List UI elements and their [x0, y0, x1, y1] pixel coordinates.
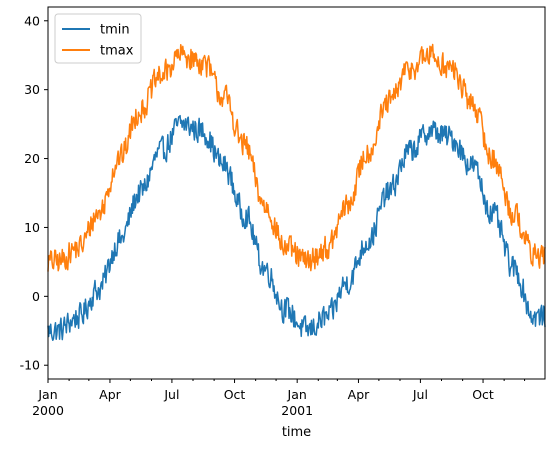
y-tick-label: 20 [24, 151, 40, 166]
x-axis-label: time [282, 425, 311, 440]
plot-background [48, 7, 545, 379]
y-tick-label: 10 [24, 220, 40, 235]
x-tick-label: Oct [224, 387, 246, 402]
x-tick-label: Jul [163, 387, 179, 402]
x-tick-label: Jan [287, 387, 307, 402]
y-tick-label: -10 [20, 358, 40, 373]
x-tick-label: Apr [99, 387, 121, 402]
x-tick-year-label: 2001 [281, 403, 313, 418]
series-layer [47, 43, 546, 342]
x-tick-year-label: 2000 [32, 403, 64, 418]
y-tick-label: 0 [32, 289, 40, 304]
x-tick-label: Apr [348, 387, 370, 402]
legend-label-tmax: tmax [100, 44, 134, 59]
x-tick-label: Oct [472, 387, 494, 402]
plot-frame [47, 6, 546, 380]
y-tick-label: 40 [24, 13, 40, 28]
y-tick-label: 30 [24, 82, 40, 97]
legend: tmin tmax [54, 13, 142, 64]
x-tick-label: Jul [412, 387, 428, 402]
legend-label-tmin: tmin [100, 23, 130, 38]
series-line-tmin [47, 114, 546, 342]
series-line-tmax [47, 43, 546, 272]
x-tick-label: Jan [37, 387, 57, 402]
